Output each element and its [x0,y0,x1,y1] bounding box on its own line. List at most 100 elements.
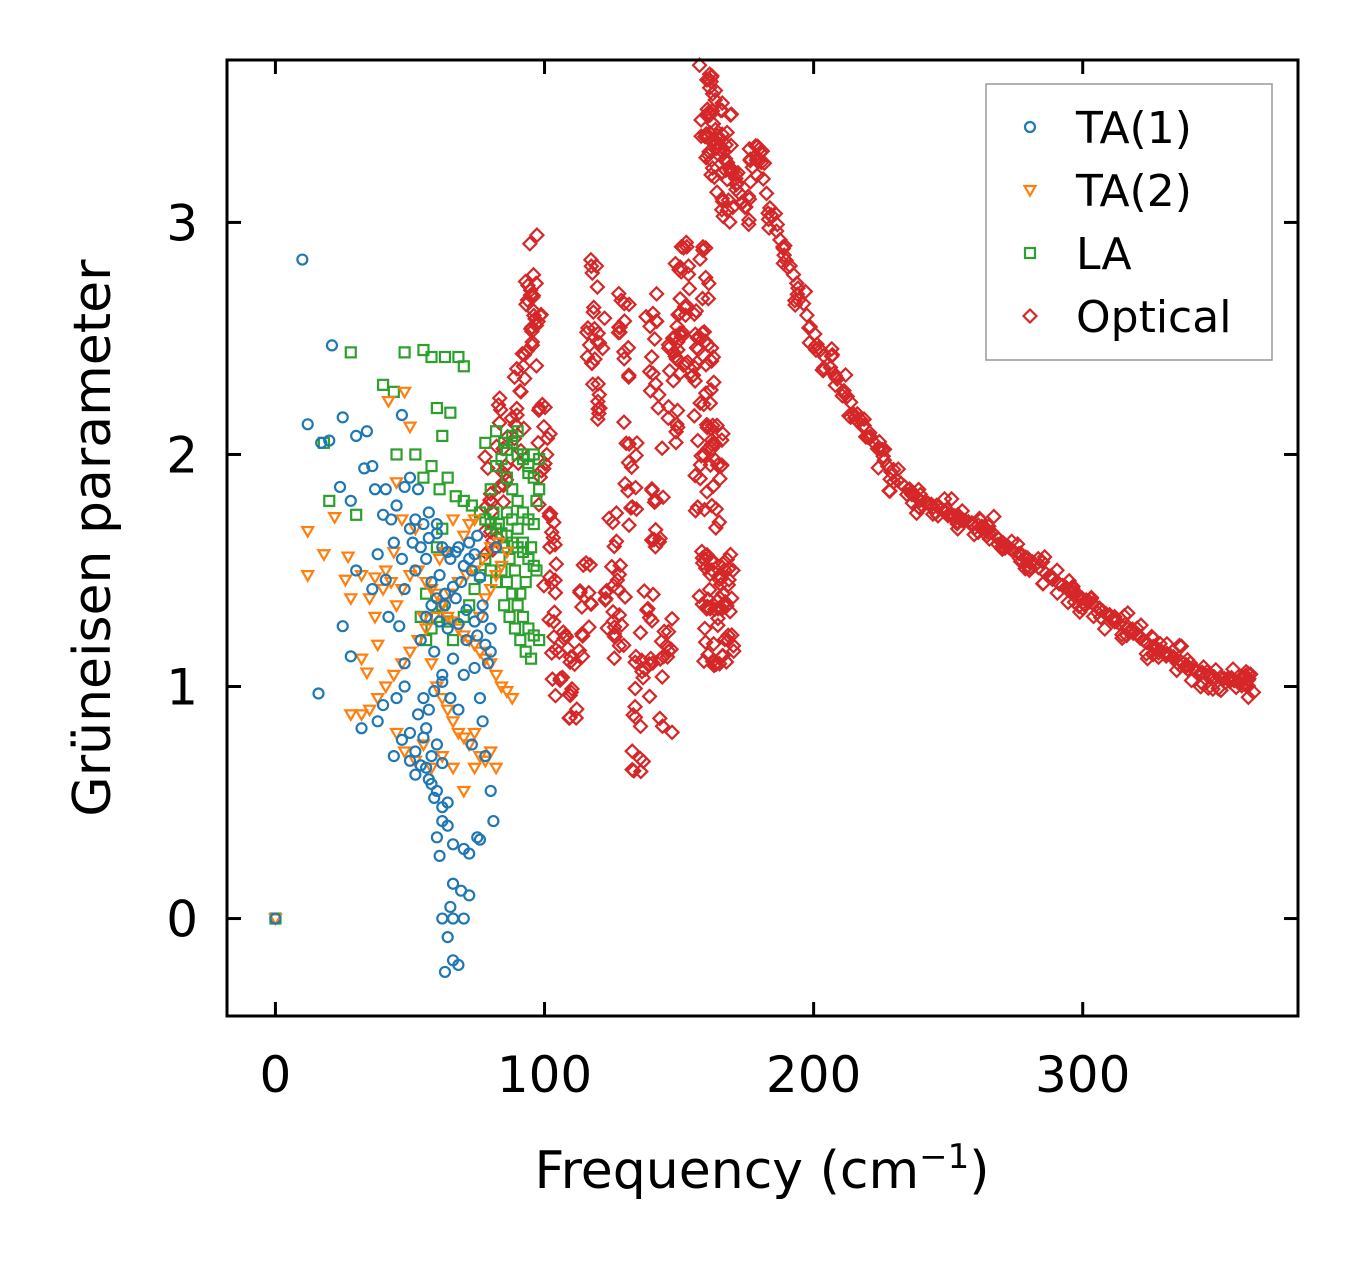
optical-point [691,57,708,74]
optical-point [637,308,655,325]
la-point [506,436,519,449]
plot-points [268,57,1262,979]
optical-point [692,251,709,268]
optical-point [707,519,724,536]
optical-point [822,359,839,376]
optical-point [696,551,714,568]
ta-1-point [269,912,282,925]
ta-2-point [389,600,404,613]
optical-point [610,285,627,302]
plot-frame [225,58,1300,1018]
la-point [323,494,336,507]
ta-1-point [420,552,433,565]
ta-2-point [327,512,343,525]
ta-1-point [441,545,454,559]
la-point [390,448,403,461]
optical-point [525,266,542,283]
ta-1-point [390,692,403,705]
optical-point [1240,677,1257,694]
optical-point [535,577,552,594]
ta-1-point [403,522,417,535]
optical-point [687,326,704,343]
optical-point [1125,625,1142,642]
ta-2-point [389,477,404,491]
la-point [498,599,511,612]
optical-point [547,536,564,553]
ta-1-point [430,784,443,798]
optical-point [718,653,735,671]
ta-2-point [488,570,504,583]
la-point [516,448,530,461]
optical-point [618,435,635,452]
ta-1-point [323,434,336,447]
optical-point [669,318,686,335]
la-point [506,483,519,496]
ta-2-point [402,646,418,660]
ta-2-point [467,762,482,776]
optical-point [568,701,585,718]
optical-point [1084,595,1101,612]
optical-point [571,584,588,601]
ta-1-point [481,657,495,670]
ta-1-point [350,429,363,443]
ta-2-point [434,751,450,764]
ta-1-point [398,657,411,670]
optical-point [702,456,719,474]
optical-point [508,407,526,424]
optical-point [665,372,682,389]
ta-2-point [343,593,359,607]
optical-point [635,669,652,686]
ta-1-point [358,462,371,475]
optical-point [705,478,722,495]
ta-1-point [473,833,487,846]
optical-point [681,280,698,297]
optical-point [719,551,736,568]
optical-point [646,330,663,348]
optical-point [571,642,588,659]
optical-point [879,458,896,475]
optical-point [566,656,583,673]
optical-point [637,661,654,678]
optical-point [583,355,600,372]
ta-1-point [457,912,470,925]
optical-point [604,514,621,531]
optical-point [694,290,711,307]
optical-point [720,192,737,209]
legend-marker-ta-1 [1023,120,1037,134]
optical-point [700,290,717,307]
optical-point [559,640,576,657]
ta-1-point [444,900,457,914]
optical-point [697,269,714,286]
optical-point [862,429,879,446]
optical-point [845,406,863,423]
optical-point [623,459,640,476]
ta-1-point [398,480,411,494]
ta-1-point [428,645,441,658]
la-point [519,575,532,589]
ta-2-point [418,623,434,637]
optical-point [876,452,893,469]
optical-point [671,325,689,342]
optical-point [787,296,804,314]
optical-point [547,641,564,658]
ta-1-point [355,722,368,735]
optical-point [702,566,719,583]
optical-point [823,340,840,357]
la-point [516,536,530,549]
optical-point [624,743,641,760]
optical-point [528,275,545,292]
ta-1-point [436,675,449,688]
ta-1-point [395,408,409,422]
ta-1-point [385,513,398,526]
ta-1-point [476,715,489,728]
optical-point [909,489,926,507]
ta-2-point [389,727,404,741]
ta-2-point [456,785,472,799]
ta-2-point [416,739,431,753]
legend-markers [1021,120,1039,325]
optical-point [563,680,580,697]
la-point [527,471,540,484]
ta-1-point [422,703,435,716]
optical-point [648,285,665,302]
optical-point [699,419,716,436]
